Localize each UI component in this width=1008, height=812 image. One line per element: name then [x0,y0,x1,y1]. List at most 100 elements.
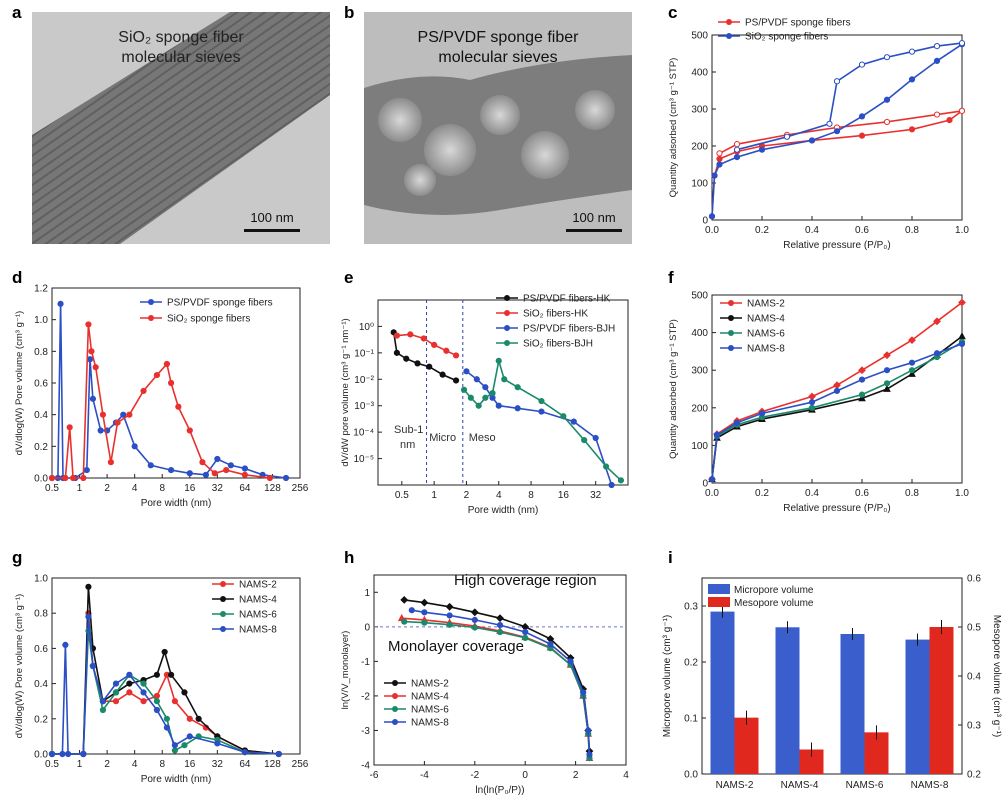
data-point-d [85,321,92,328]
panel-label-d: d [12,268,22,287]
data-point-c [826,120,833,127]
y-axis-label-right-i: Mesopore volume (cm³ g⁻¹) [991,615,1002,738]
y-tick-label-g: 1.0 [34,574,48,585]
data-point-d [214,455,221,463]
data-point-f [933,350,941,357]
legend-marker-c [726,33,732,39]
x-tick-label-e: 32 [590,490,602,501]
tem-pore-1 [378,98,422,142]
legend-label-e: PS/PVDF fibers-BJH [523,324,615,335]
data-point-c [783,133,791,140]
data-point-e [570,418,577,425]
data-point-g [62,641,69,648]
data-point-c [858,113,866,120]
data-point-c [908,76,916,83]
data-point-d [120,411,127,418]
data-point-c [933,43,941,50]
data-point-c [708,213,716,220]
tem-pore-5 [575,90,615,130]
data-point-f [858,366,866,375]
x-tick-label-g: 64 [239,759,251,770]
legend-swatch-i [708,584,730,594]
data-point-f [908,359,916,366]
legend-swatch-i [708,597,730,607]
data-point-e [602,463,610,470]
tem-pore-4 [521,131,569,179]
tem-pore-3 [480,95,520,135]
data-point-g [186,715,193,722]
data-point-g [126,671,133,678]
y-axis-label-d: dV/dlog(W) Pore volume (cm³ g⁻¹) [14,311,25,455]
data-point-c [858,61,866,68]
legend-label-i: Mesopore volume [734,598,814,609]
data-point-d [88,348,95,355]
x-tick-label-c: 0.6 [855,225,869,236]
x-tick-label-g: 2 [104,759,110,770]
x-tick-label-c: 1.0 [955,225,969,236]
y-tick-label-f: 300 [691,366,708,377]
data-point-g [65,750,72,758]
data-point-c [733,146,741,153]
data-point-e [443,347,450,354]
panel-label-c: c [668,3,677,22]
data-point-h [522,634,529,641]
data-point-d [167,466,175,474]
y-tick-label-i: 0.1 [684,714,698,725]
y-tick-label-g: 0.0 [34,750,48,761]
series-line-d [52,303,287,479]
data-point-c [958,40,966,47]
data-point-e [617,477,625,484]
data-point-h [547,640,554,648]
data-point-e [439,371,446,378]
image-caption-a-line2: molecular sieves [121,49,240,66]
data-point-e [420,335,427,342]
data-point-d [57,300,64,307]
panel-label-a: a [12,3,22,22]
bar-micropore [710,611,735,774]
legend-marker-d [148,315,154,321]
category-label-i: NAMS-6 [846,780,884,791]
data-point-h [586,751,593,758]
annotation-monolayer: Monolayer coverage [388,638,524,655]
x-tick-label-f: 0.4 [805,488,819,499]
data-point-e [538,408,545,415]
charts-layer: 0.0 0.2 0.4 0.6 0.8 1.00100200300400500Relati… [14,18,1002,797]
data-point-d [241,471,248,478]
data-point-e [501,376,508,383]
y-tick-label-e: 10⁻⁵ [353,454,374,465]
data-point-g [181,689,188,696]
panel-label-e: e [344,268,353,287]
data-point-e [467,394,474,401]
legend-label-e: SiO₂ fibers-HK [523,309,588,320]
data-point-c [711,172,718,179]
legend-label-f: NAMS-2 [747,299,785,310]
data-point-d [48,474,56,482]
y-axis-label-h: ln(V/V_monolayer) [340,631,351,710]
data-point-e [431,341,438,349]
x-tick-label-e: 1 [431,490,437,501]
x-tick-label-h: -4 [420,770,429,781]
data-point-c [946,117,953,124]
panel-label-i: i [668,548,673,567]
y-axis-label-g: dV/dlog(W) Pore volume (cm³ g⁻¹) [14,594,25,738]
data-point-c [908,48,916,55]
x-tick-label-d: 32 [212,483,224,494]
data-point-e [452,352,460,359]
legend-marker-h [392,706,398,712]
panel-label-h: h [344,548,354,567]
x-tick-label-e: 4 [496,490,502,501]
data-point-h [567,658,574,665]
y-tick-label-g: 0.8 [34,609,48,620]
data-point-d [92,364,99,371]
data-point-e [482,384,489,391]
data-point-f [908,367,916,374]
data-point-e [393,349,401,356]
x-tick-label-h: -2 [470,770,479,781]
y-axis-label-c: Quantity adsorbed (cm³ g⁻¹ STP) [668,58,679,198]
legend-marker-e [504,295,510,301]
y-tick-label-h: -3 [361,726,370,737]
data-point-d [223,466,230,474]
data-point-e [393,332,401,339]
y-tick-label-d: 0.2 [34,442,48,453]
data-point-f [933,317,941,326]
